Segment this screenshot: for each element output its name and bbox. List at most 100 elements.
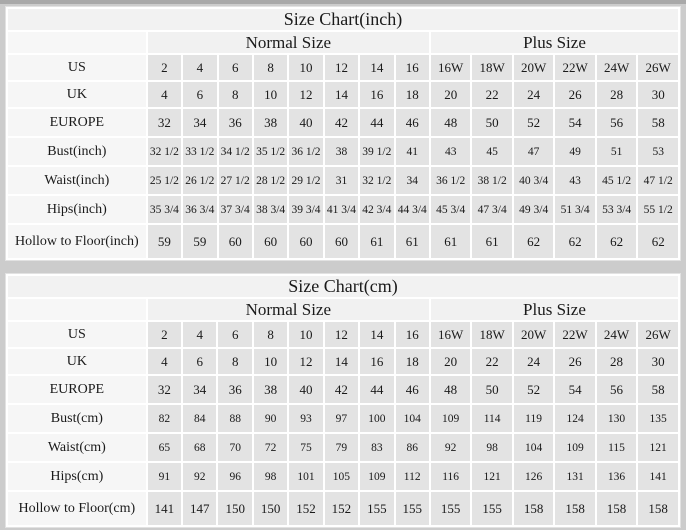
table-title-row: Size Chart(cm): [8, 276, 678, 297]
size-value-cell: 10: [253, 349, 288, 374]
size-value-cell: 121: [472, 463, 512, 490]
size-value-cell: 36: [218, 109, 252, 136]
size-value-cell: 150: [218, 492, 252, 525]
section-header-row: Normal Size Plus Size: [8, 32, 678, 53]
row-label: Hips(inch): [8, 196, 146, 223]
size-value-cell: 38: [324, 138, 359, 165]
size-value-cell: 4: [147, 82, 182, 107]
size-chart-cm: Size Chart(cm) Normal Size Plus Size US 2 4 6 8…: [5, 273, 681, 528]
row-label: US: [8, 55, 146, 80]
row-label: Hips(cm): [8, 463, 146, 490]
size-value-cell: 26W: [638, 55, 678, 80]
size-value-cell: 141: [638, 463, 678, 490]
size-value-cell: 42: [324, 376, 359, 403]
size-value-cell: 121: [638, 434, 678, 461]
size-value-cell: 18: [395, 82, 429, 107]
table-title: Size Chart(cm): [8, 276, 678, 297]
size-value-cell: 6: [183, 349, 217, 374]
size-value-cell: 141: [147, 492, 182, 525]
row-label: EUROPE: [8, 376, 146, 403]
size-value-cell: 12: [289, 82, 323, 107]
size-value-cell: 14: [360, 322, 394, 347]
size-value-cell: 72: [253, 434, 288, 461]
size-value-cell: 46: [395, 376, 429, 403]
size-value-cell: 53 3/4: [596, 196, 637, 223]
size-value-cell: 52: [513, 109, 554, 136]
size-value-cell: 24W: [596, 322, 637, 347]
size-value-cell: 109: [555, 434, 595, 461]
size-value-cell: 32: [147, 376, 182, 403]
size-value-cell: 20W: [513, 55, 554, 80]
size-value-cell: 53: [638, 138, 678, 165]
size-value-cell: 58: [638, 376, 678, 403]
size-value-cell: 36: [218, 376, 252, 403]
table-title: Size Chart(inch): [8, 9, 678, 30]
size-value-cell: 29 1/2: [289, 167, 323, 194]
size-value-cell: 40: [289, 109, 323, 136]
table-row: Hollow to Floor(cm) 141 147 150 150 152 152 155…: [8, 492, 678, 525]
size-value-cell: 152: [324, 492, 359, 525]
table-row: EUROPE 32 34 36 38 40 42 44 46 48 50 52 54 56 58: [8, 109, 678, 136]
size-value-cell: 44 3/4: [395, 196, 429, 223]
size-value-cell: 119: [513, 405, 554, 432]
size-value-cell: 49: [555, 138, 595, 165]
size-value-cell: 86: [395, 434, 429, 461]
size-value-cell: 109: [430, 405, 471, 432]
size-value-cell: 61: [360, 225, 394, 258]
size-value-cell: 115: [596, 434, 637, 461]
row-label: US: [8, 322, 146, 347]
size-value-cell: 46: [395, 109, 429, 136]
size-value-cell: 34 1/2: [218, 138, 252, 165]
section-label-normal: Normal Size: [147, 32, 429, 53]
size-value-cell: 6: [183, 82, 217, 107]
size-value-cell: 26: [555, 82, 595, 107]
size-value-cell: 8: [218, 82, 252, 107]
size-value-cell: 112: [395, 463, 429, 490]
size-value-cell: 36 3/4: [183, 196, 217, 223]
size-value-cell: 41: [395, 138, 429, 165]
size-value-cell: 131: [555, 463, 595, 490]
size-value-cell: 104: [513, 434, 554, 461]
size-value-cell: 40: [289, 376, 323, 403]
size-value-cell: 6: [218, 55, 252, 80]
size-value-cell: 60: [289, 225, 323, 258]
size-value-cell: 43: [555, 167, 595, 194]
size-value-cell: 158: [638, 492, 678, 525]
size-value-cell: 8: [253, 55, 288, 80]
size-value-cell: 98: [253, 463, 288, 490]
size-value-cell: 158: [555, 492, 595, 525]
size-value-cell: 54: [555, 376, 595, 403]
section-header-row: Normal Size Plus Size: [8, 299, 678, 320]
size-value-cell: 83: [360, 434, 394, 461]
table-row: Waist(inch) 25 1/2 26 1/2 27 1/2 28 1/2 29 1/…: [8, 167, 678, 194]
size-value-cell: 38: [253, 376, 288, 403]
size-value-cell: 26W: [638, 322, 678, 347]
size-value-cell: 75: [289, 434, 323, 461]
size-value-cell: 126: [513, 463, 554, 490]
size-value-cell: 52: [513, 376, 554, 403]
size-value-cell: 8: [218, 349, 252, 374]
size-value-cell: 82: [147, 405, 182, 432]
size-value-cell: 158: [513, 492, 554, 525]
size-value-cell: 47 1/2: [638, 167, 678, 194]
size-value-cell: 4: [183, 55, 217, 80]
size-value-cell: 28: [596, 349, 637, 374]
size-value-cell: 65: [147, 434, 182, 461]
table-row: EUROPE 32 34 36 38 40 42 44 46 48 50 52 54 56 58: [8, 376, 678, 403]
size-value-cell: 20: [430, 82, 471, 107]
size-value-cell: 22: [472, 349, 512, 374]
size-value-cell: 155: [395, 492, 429, 525]
size-value-cell: 50: [472, 376, 512, 403]
size-value-cell: 62: [513, 225, 554, 258]
size-value-cell: 8: [253, 322, 288, 347]
size-value-cell: 68: [183, 434, 217, 461]
corner-cell: [8, 299, 146, 320]
size-chart-inch: Size Chart(inch) Normal Size Plus Size US 2 4…: [5, 6, 681, 261]
size-value-cell: 47: [513, 138, 554, 165]
size-value-cell: 14: [324, 349, 359, 374]
size-value-cell: 109: [360, 463, 394, 490]
size-value-cell: 22W: [555, 55, 595, 80]
size-value-cell: 61: [430, 225, 471, 258]
size-value-cell: 36 1/2: [430, 167, 471, 194]
size-value-cell: 10: [289, 322, 323, 347]
